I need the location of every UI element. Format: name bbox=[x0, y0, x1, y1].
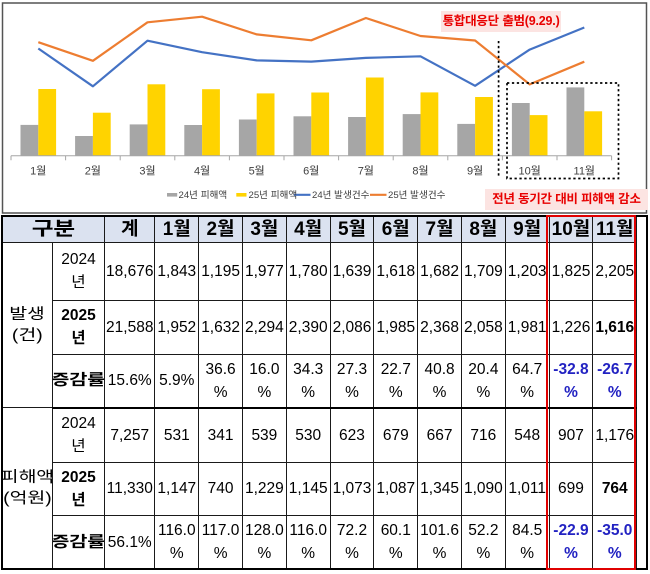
svg-text:1월: 1월 bbox=[30, 165, 46, 178]
svg-text:10월: 10월 bbox=[519, 165, 541, 178]
svg-text:25년 발생건수: 25년 발생건수 bbox=[388, 189, 446, 201]
svg-text:24년 발생건수: 24년 발생건수 bbox=[312, 189, 370, 201]
svg-text:9월: 9월 bbox=[467, 165, 483, 178]
svg-text:25년 피해액: 25년 피해액 bbox=[249, 190, 298, 201]
svg-text:6월: 6월 bbox=[303, 165, 319, 178]
svg-text:3월: 3월 bbox=[139, 165, 155, 178]
svg-text:24년 피해액: 24년 피해액 bbox=[179, 190, 228, 201]
svg-text:4월: 4월 bbox=[194, 165, 210, 178]
svg-text:11월: 11월 bbox=[574, 165, 596, 178]
svg-text:8월: 8월 bbox=[412, 165, 428, 178]
svg-text:7월: 7월 bbox=[358, 165, 374, 178]
svg-text:5월: 5월 bbox=[249, 165, 265, 178]
svg-text:2월: 2월 bbox=[85, 165, 101, 178]
